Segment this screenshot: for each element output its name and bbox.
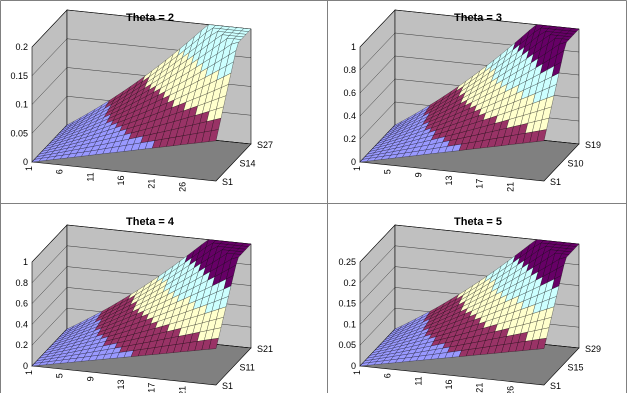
x-tick-label: 21 [475,383,485,393]
x-tick-label: 26 [505,386,515,393]
z-tick-label: 0.4 [15,319,28,329]
x-tick-label: 13 [116,380,126,390]
series-tick-label: S10 [568,159,584,169]
z-tick-label: 0.2 [15,42,28,52]
x-tick-label: 1 [24,166,34,171]
z-tick-label: 1 [351,42,356,52]
series-tick-label: S21 [257,344,273,354]
chart-title: Theta = 5 [454,216,502,228]
surface-cell [208,338,219,350]
z-tick-label: 0.2 [343,278,356,288]
chart-title: Theta = 4 [126,216,175,228]
z-tick-label: 0.8 [15,278,28,288]
z-tick-label: 0.1 [15,100,28,110]
x-tick-label: 21 [147,179,157,189]
z-tick-label: 0.8 [343,65,356,75]
series-tick-label: S29 [585,344,601,354]
z-tick-label: 0.2 [15,340,28,350]
x-tick-label: 1 [352,370,362,375]
x-tick-label: 26 [177,182,187,192]
z-tick-label: 0 [23,157,28,167]
x-tick-label: 11 [413,376,423,385]
x-tick-label: 16 [116,176,126,186]
series-tick-label: S1 [550,177,561,187]
series-tick-label: S1 [222,177,233,187]
x-tick-label: 6 [55,169,65,174]
x-tick-label: 16 [444,380,454,390]
x-tick-label: 21 [177,386,187,393]
series-tick-label: S14 [240,159,256,169]
x-tick-label: 13 [444,176,454,186]
z-tick-label: 0.05 [338,340,356,350]
x-tick-label: 9 [85,376,95,381]
x-tick-label: 17 [147,383,157,393]
chart-title: Theta = 2 [126,12,174,24]
z-tick-label: 0.6 [343,88,356,98]
x-tick-label: 21 [505,182,515,192]
series-tick-label: S15 [568,363,584,373]
z-gridline [31,9,252,48]
x-tick-label: 5 [383,169,393,174]
x-tick-label: 1 [24,370,34,375]
z-tick-label: 0.05 [10,128,28,138]
surface-cell [536,129,547,142]
x-tick-label: 11 [85,172,95,181]
x-tick-label: 1 [352,166,362,171]
series-tick-label: S1 [222,381,233,391]
series-tick-label: S27 [257,140,273,150]
series-tick-label: S1 [550,381,561,391]
chart-title: Theta = 3 [454,12,502,24]
z-tick-label: 0.1 [343,319,356,329]
z-tick-label: 0 [23,361,28,371]
z-tick-label: 0.6 [15,299,28,309]
x-tick-label: 5 [55,373,65,378]
series-tick-label: S19 [585,140,601,150]
series-tick-label: S11 [240,363,255,373]
z-gridline [359,9,580,48]
z-tick-label: 0.2 [343,134,356,144]
surface-cell [536,338,547,350]
z-gridline [31,224,252,263]
z-tick-label: 1 [23,257,28,267]
x-tick-label: 6 [383,373,393,378]
x-tick-label: 17 [475,179,485,189]
z-tick-label: 0 [351,361,356,371]
z-tick-label: 0 [351,157,356,167]
z-gridline [359,224,580,263]
z-tick-label: 0.15 [10,71,28,81]
x-tick-label: 9 [413,172,423,177]
z-tick-label: 0.15 [338,299,356,309]
surface-cell [208,129,219,142]
z-tick-label: 0.4 [343,111,356,121]
z-tick-label: 0.25 [338,257,356,267]
